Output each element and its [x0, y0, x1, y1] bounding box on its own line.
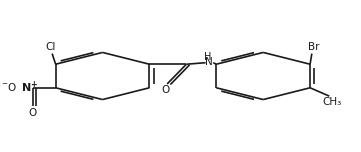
- Text: $\mathregular{N^{+}}$: $\mathregular{N^{+}}$: [21, 79, 38, 95]
- Text: N: N: [205, 57, 213, 67]
- Text: Br: Br: [308, 42, 319, 52]
- Text: CH₃: CH₃: [322, 97, 342, 107]
- Text: H: H: [204, 52, 211, 62]
- Text: O: O: [161, 85, 170, 95]
- Text: O: O: [29, 108, 37, 118]
- Text: Cl: Cl: [45, 42, 56, 52]
- Text: $\mathregular{{}^{-}O}$: $\mathregular{{}^{-}O}$: [1, 81, 17, 93]
